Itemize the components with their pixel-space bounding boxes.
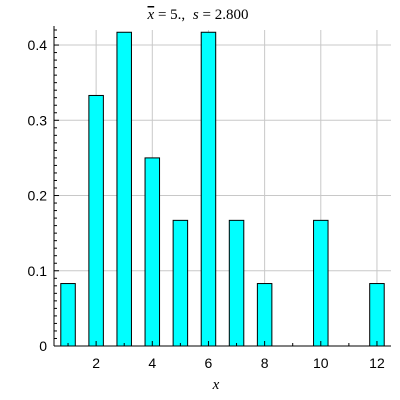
x-tick-label: 2: [92, 355, 100, 371]
mean-value: = 5.,: [158, 7, 185, 23]
bar: [172, 219, 189, 347]
bar: [228, 219, 245, 347]
axes: [53, 26, 391, 347]
bar: [256, 283, 273, 347]
tick-labels: 2 4 6 8 10 12 0 0.1 0.2 0.3 0.4: [28, 37, 385, 371]
x-tick-label: 8: [261, 355, 269, 371]
bar: [144, 157, 161, 347]
chart-title: x = 5., s = 2.800: [147, 7, 249, 23]
y-tick-label: 0: [39, 338, 47, 354]
sd-value: = 2.800: [203, 7, 249, 23]
bar: [369, 283, 385, 347]
x-tick-label: 4: [148, 355, 156, 371]
grid: [54, 30, 391, 346]
y-tick-label: 0.2: [28, 188, 48, 204]
x-tick-label: 12: [369, 355, 385, 371]
sd-symbol: s: [193, 7, 199, 23]
bars: [60, 31, 385, 347]
x-tick-label: 6: [205, 355, 213, 371]
bar: [88, 94, 104, 347]
bar: [116, 31, 132, 347]
x-axis-label: x: [212, 377, 220, 393]
bar: [313, 219, 329, 347]
y-tick-label: 0.3: [28, 112, 48, 128]
bar: [200, 31, 217, 347]
mean-symbol: x: [147, 7, 155, 23]
y-tick-label: 0.1: [28, 263, 48, 279]
y-tick-label: 0.4: [28, 37, 48, 53]
x-tick-label: 10: [313, 355, 329, 371]
bar: [60, 283, 76, 347]
